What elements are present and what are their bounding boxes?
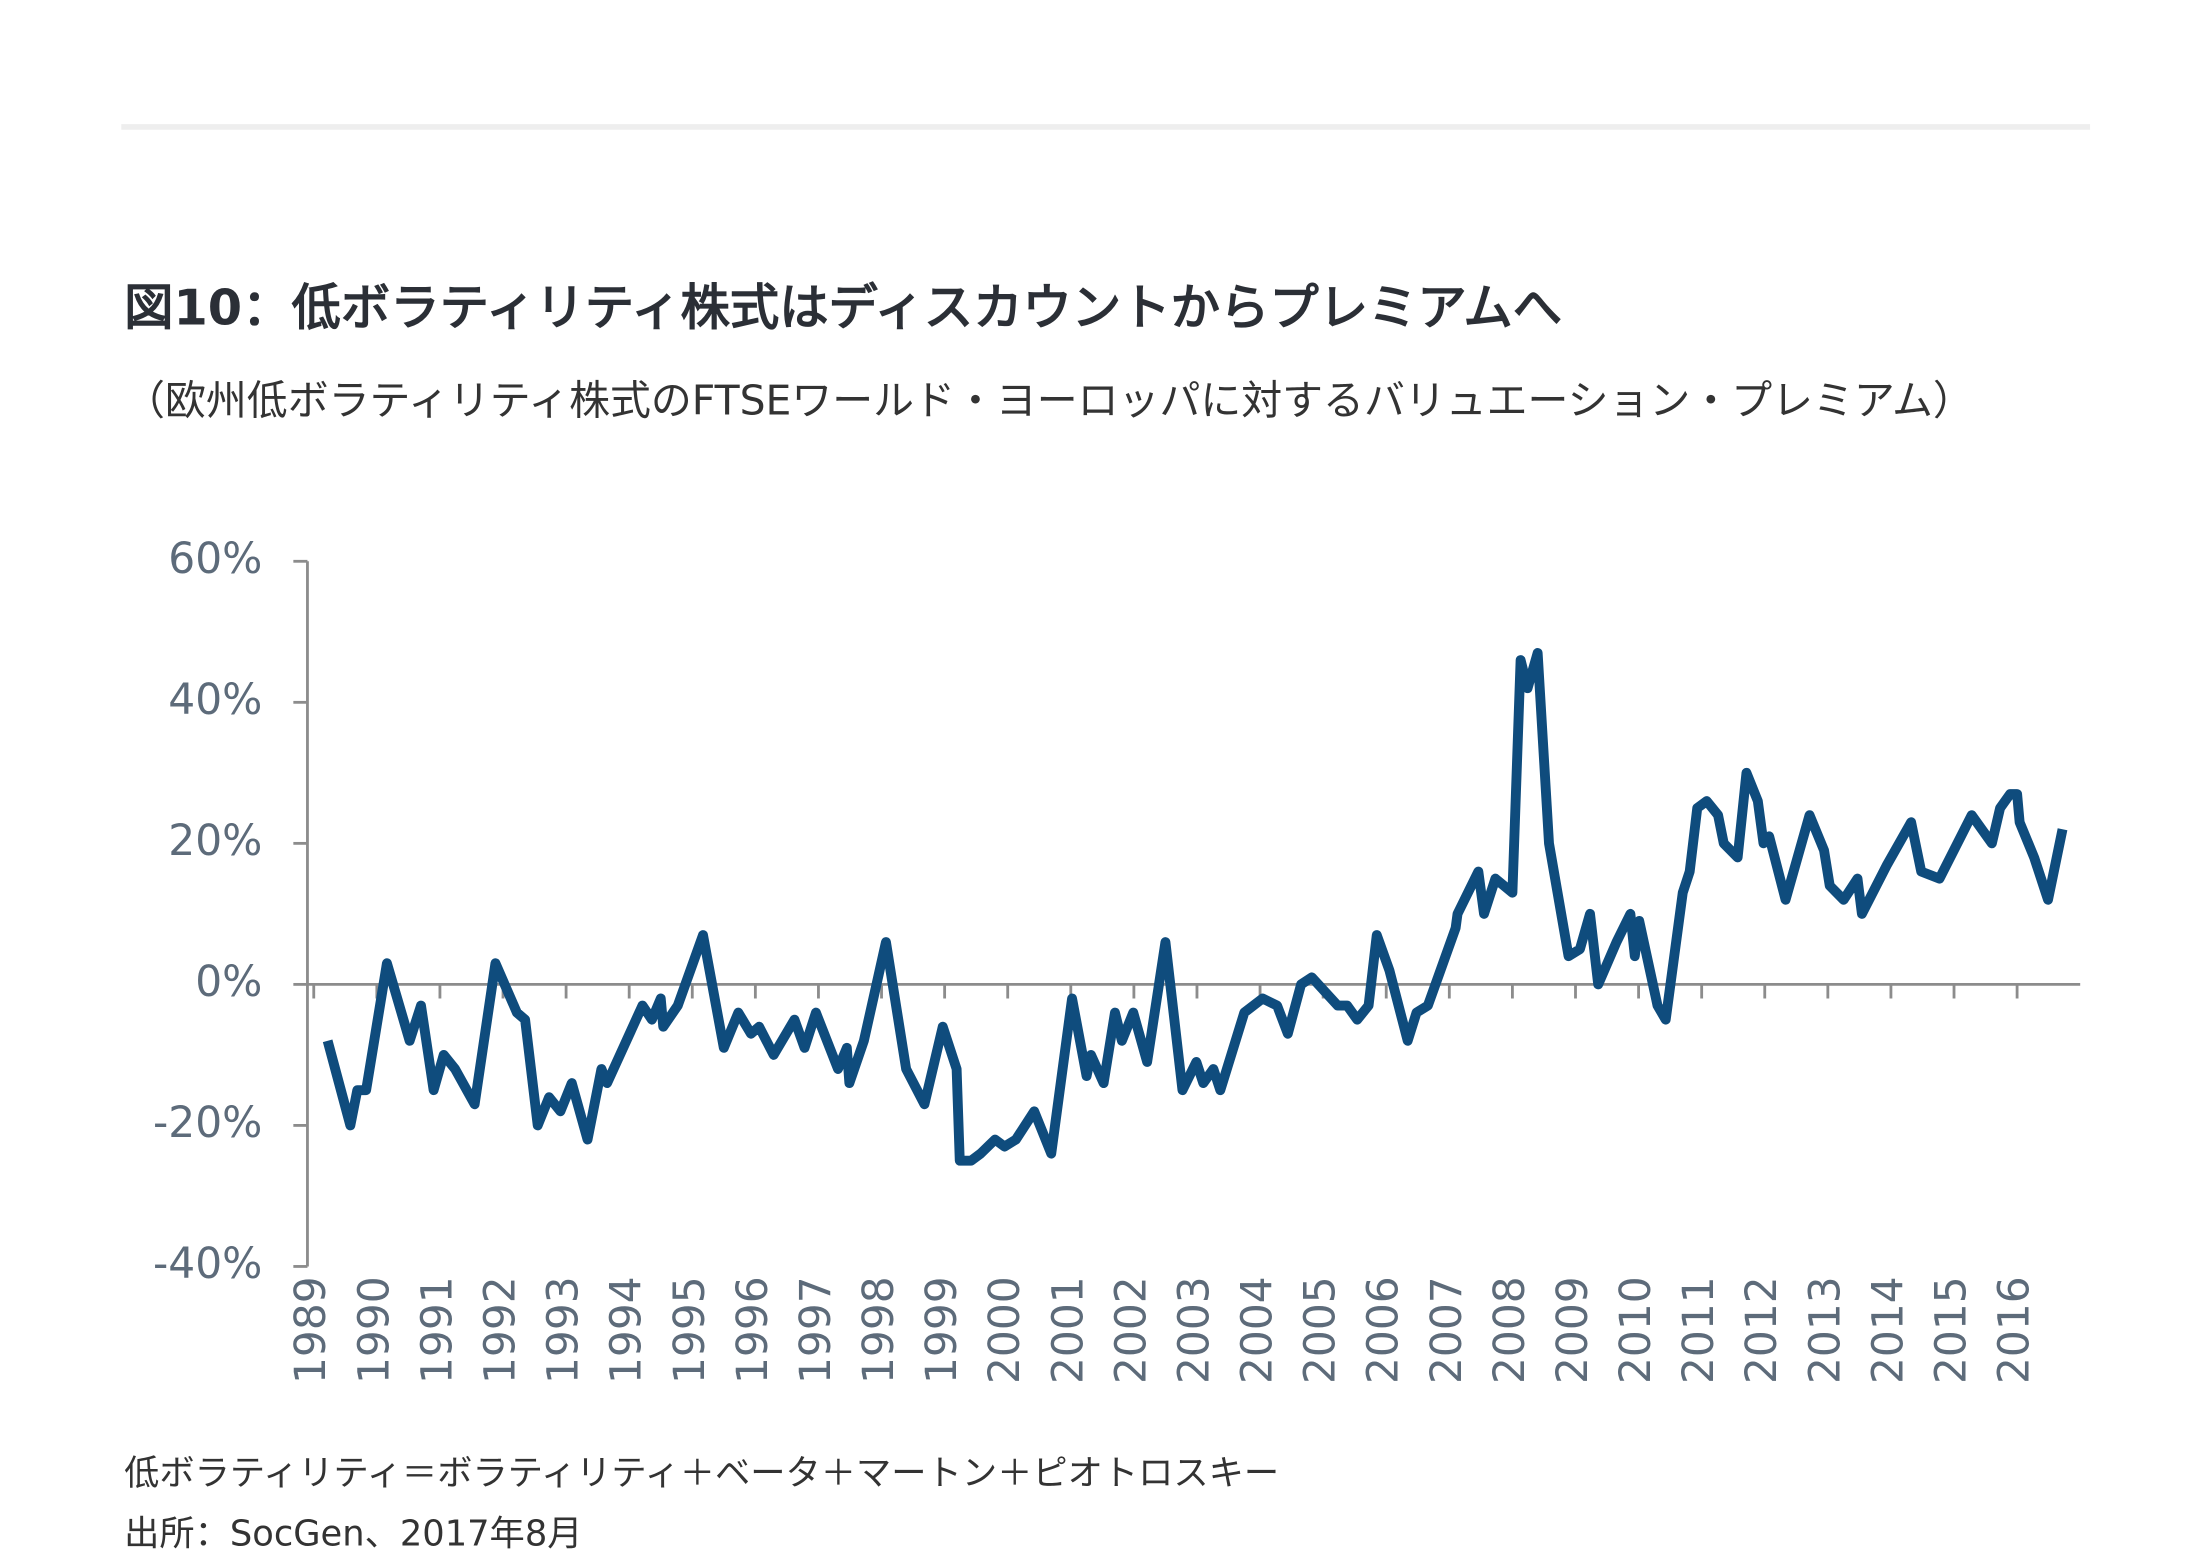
chart-title: 図10：低ボラティリティ株式はディスカウントからプレミアムへ — [124, 280, 1563, 338]
x-tick-label: 2005 — [1296, 1276, 1345, 1384]
x-tick-label: 1997 — [791, 1276, 840, 1384]
x-tick-label: 2009 — [1548, 1276, 1597, 1384]
x-tick-label: 2006 — [1359, 1276, 1408, 1384]
note: 低ボラティリティ＝ボラティリティ＋ベータ＋マートン＋ピオトロスキー — [124, 1452, 1280, 1494]
y-tick-label: -20% — [153, 1098, 262, 1147]
x-tick-label: 2007 — [1422, 1276, 1471, 1384]
x-tick-label: 2016 — [1990, 1276, 2039, 1384]
x-tick-label: 1989 — [286, 1276, 335, 1384]
y-tick-label: 20% — [168, 816, 262, 865]
x-tick-label: 2013 — [1800, 1276, 1849, 1384]
x-tick-label: 1990 — [349, 1276, 398, 1384]
line-series — [322, 648, 2068, 1166]
x-tick-label: 2000 — [980, 1276, 1029, 1384]
x-tick-label: 2014 — [1863, 1276, 1912, 1384]
x-tick-label: 2004 — [1233, 1276, 1282, 1384]
y-tick-label: -40% — [153, 1239, 262, 1288]
x-tick-label: 1998 — [854, 1276, 903, 1384]
x-tick-label: 1993 — [539, 1276, 588, 1384]
x-tick-label: 1992 — [476, 1276, 525, 1384]
y-tick-label: 60% — [168, 534, 262, 583]
x-tick-label: 2010 — [1611, 1276, 1660, 1384]
y-tick-label: 0% — [195, 957, 262, 1006]
source: 出所：SocGen、2017年8月 — [124, 1513, 583, 1555]
x-tick-label: 1995 — [665, 1276, 714, 1384]
x-tick-label: 2011 — [1674, 1276, 1723, 1384]
x-tick-label: 1991 — [412, 1276, 461, 1384]
x-tick-label: 2012 — [1737, 1276, 1786, 1384]
x-tick-label: 2008 — [1485, 1276, 1534, 1384]
x-tick-label: 2001 — [1043, 1276, 1092, 1384]
x-tick-label: 2002 — [1106, 1276, 1155, 1384]
x-tick-label: 2015 — [1927, 1276, 1976, 1384]
divider — [121, 124, 2091, 130]
chart-subtitle: （欧州低ボラティリティ株式のFTSEワールド・ヨーロッパに対するバリュエーション… — [124, 376, 1974, 425]
x-tick-label: 1996 — [728, 1276, 777, 1384]
y-tick-label: 40% — [168, 675, 262, 724]
x-tick-label: 1994 — [602, 1276, 651, 1384]
x-tick-label: 2003 — [1169, 1276, 1218, 1384]
x-tick-label: 1999 — [917, 1276, 966, 1384]
